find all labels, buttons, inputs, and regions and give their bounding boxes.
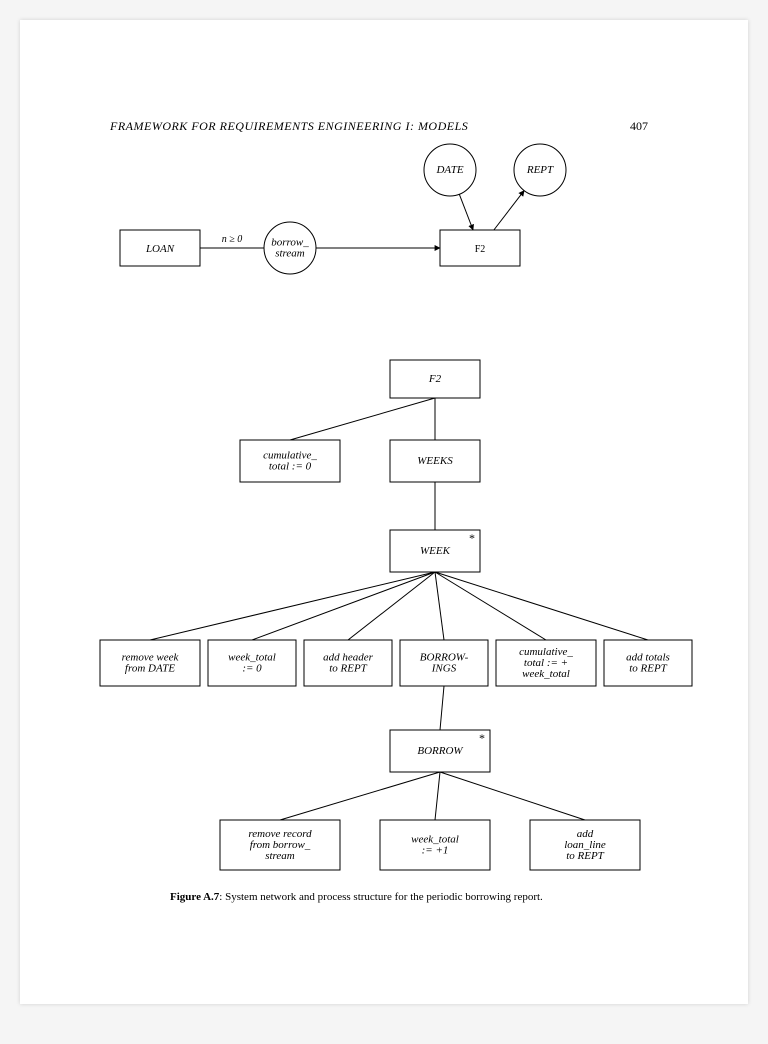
tree-w_addhdr-label-1: to REPT [329, 663, 367, 675]
top-date-label-0: DATE [435, 164, 463, 176]
page-header: FRAMEWORK FOR REQUIREMENTS ENGINEERING I… [109, 119, 468, 133]
tree-t_week-star: * [469, 531, 475, 545]
figure-caption: Figure A.7: System network and process s… [170, 891, 543, 903]
tree-edge-4 [252, 572, 435, 640]
tree-w_cumplus-label-2: week_total [522, 668, 570, 680]
top-f2-label: F2 [475, 244, 486, 255]
tree-b_addline-label-2: to REPT [566, 850, 604, 862]
diagram-svg: FRAMEWORK FOR REQUIREMENTS ENGINEERING I… [20, 20, 748, 1004]
tree-edge-8 [435, 572, 648, 640]
tree-t_cum0-label-1: total := 0 [269, 461, 312, 473]
tree-edge-12 [440, 772, 585, 820]
page-number: 407 [630, 119, 648, 133]
top-rept-label-0: REPT [526, 164, 554, 176]
tree-edge-7 [435, 572, 546, 640]
tree-edge-10 [280, 772, 440, 820]
tree-edge-0 [290, 398, 435, 440]
top-edge-3 [494, 191, 524, 230]
tree-t_f2-label-0: F2 [428, 373, 442, 385]
page: FRAMEWORK FOR REQUIREMENTS ENGINEERING I… [20, 20, 748, 1004]
tree-w_wt0-label-1: := 0 [242, 663, 262, 675]
tree-b_wt1-label-1: := +1 [422, 845, 449, 857]
tree-b_borrow-label-0: BORROW [417, 745, 463, 757]
tree-t_week-label-0: WEEK [420, 545, 451, 557]
top-edge-2 [459, 194, 473, 230]
tree-w_addtot-label-1: to REPT [629, 663, 667, 675]
top-borrow-label-1: stream [275, 248, 305, 260]
tree-edge-11 [435, 772, 440, 820]
tree-t_weeks-label-0: WEEKS [417, 455, 453, 467]
top-loan-label: LOAN [145, 243, 175, 255]
top-edge-label-0: n ≥ 0 [222, 234, 243, 245]
tree-w_borrows-label-1: INGS [431, 663, 457, 675]
tree-edge-6 [435, 572, 444, 640]
tree-b_borrow-star: * [479, 731, 485, 745]
tree-w_remove-label-1: from DATE [125, 663, 175, 675]
tree-edge-9 [440, 686, 444, 730]
tree-b_remove-label-2: stream [265, 850, 295, 862]
